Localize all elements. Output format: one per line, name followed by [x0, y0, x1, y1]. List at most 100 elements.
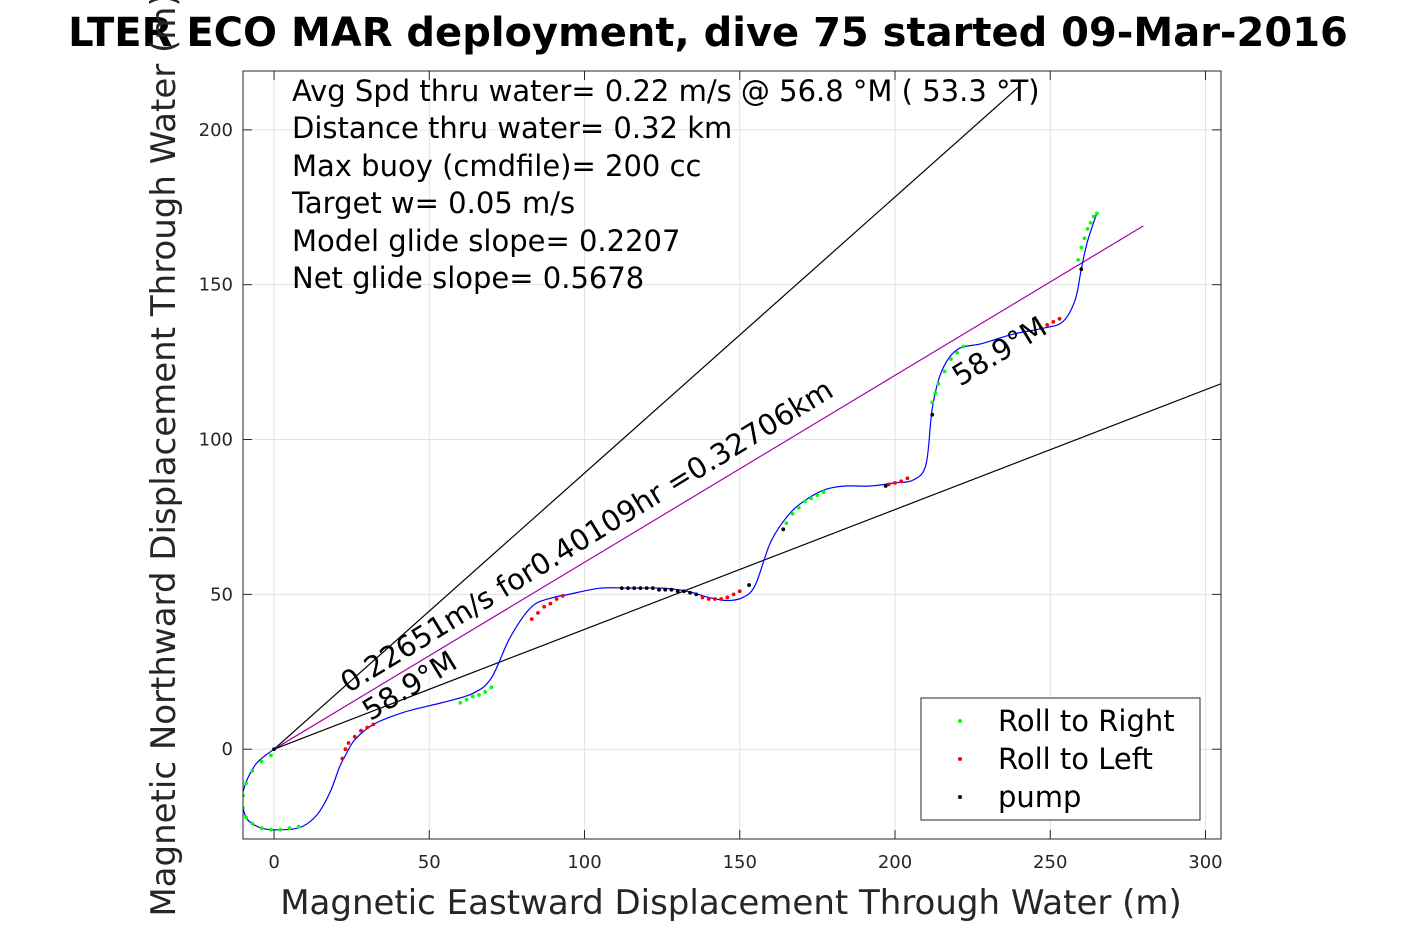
point-roll-to-left: [343, 747, 348, 752]
point-pump: [657, 587, 661, 592]
point-roll-to-right: [1079, 245, 1084, 250]
point-roll-to-right: [948, 357, 953, 361]
dive-summary-text: Avg Spd thru water= 0.22 m/s @ 56.8 °M (…: [291, 74, 1040, 295]
axis-ticks: [243, 71, 1221, 839]
point-roll-to-right: [1085, 227, 1090, 231]
point-pump: [669, 587, 674, 592]
axes-box: [242, 70, 1222, 840]
point-roll-to-right: [483, 690, 488, 694]
y-tick-label: 50: [210, 584, 233, 605]
point-roll-to-right: [1088, 220, 1093, 225]
point-roll-to-right: [244, 781, 249, 786]
legend-box: [920, 697, 1201, 821]
point-roll-to-right: [250, 821, 255, 826]
reference-line-heading: [273, 225, 1144, 750]
x-tick-label: 200: [878, 852, 912, 873]
info-distance: Distance thru water= 0.32 km: [292, 111, 732, 145]
legend: Roll to Right Roll to Left pump: [920, 697, 1201, 821]
reference-lines: [273, 86, 1221, 750]
point-roll-to-right: [815, 493, 820, 498]
point-roll-to-right: [1076, 258, 1081, 262]
point-roll-to-left: [700, 595, 705, 600]
y-tick-label: 200: [199, 120, 233, 141]
legend-label-roll-left: Roll to Left: [998, 742, 1153, 776]
point-roll-to-left: [737, 589, 742, 594]
info-avg-speed: Avg Spd thru water= 0.22 m/s @ 56.8 °M (…: [292, 74, 1040, 108]
point-roll-to-right: [1082, 236, 1087, 241]
info-max-buoy: Max buoy (cmdfile)= 200 cc: [292, 149, 701, 183]
point-roll-to-left: [713, 597, 717, 601]
point-roll-to-right: [250, 768, 255, 773]
point-roll-to-left: [719, 597, 724, 601]
point-roll-to-left: [731, 592, 736, 597]
point-pump: [688, 590, 692, 595]
reference-line-bound-lower: [273, 383, 1221, 750]
point-roll-to-left: [1039, 326, 1043, 330]
point-roll-to-left: [536, 611, 540, 615]
chart-title: LTER ECO MAR deployment, dive 75 started…: [68, 10, 1348, 56]
y-axis-label: Magnetic Northward Displacement Through …: [144, 0, 184, 917]
point-roll-to-right: [477, 693, 481, 697]
legend-marker-pump: [958, 795, 962, 799]
point-roll-to-right: [296, 824, 301, 829]
x-tick-label: 100: [567, 852, 601, 873]
point-pump: [644, 586, 649, 591]
point-roll-to-left: [529, 617, 534, 622]
y-tick-labels: 0 50 100 150 200: [199, 120, 233, 760]
point-roll-to-left: [1057, 316, 1062, 321]
point-pump: [1079, 267, 1084, 272]
point-roll-to-right: [942, 369, 947, 374]
x-tick-label: 50: [418, 852, 441, 873]
point-pump: [638, 586, 643, 591]
point-pump: [930, 412, 935, 417]
x-tick-labels: 0 50 100 150 200 250 300: [268, 852, 1222, 873]
point-pump: [663, 587, 668, 592]
point-pump: [619, 586, 624, 591]
legend-label-roll-right: Roll to Right: [998, 704, 1175, 738]
point-roll-to-right: [809, 496, 814, 501]
point-roll-to-right: [955, 350, 959, 355]
point-pump: [626, 586, 630, 591]
reference-line-bound-upper: [273, 86, 1020, 750]
point-roll-to-right: [1094, 211, 1099, 216]
point-roll-to-left: [886, 482, 891, 487]
point-roll-to-left: [893, 480, 897, 485]
point-roll-to-left: [542, 604, 547, 609]
point-roll-to-right: [936, 381, 941, 386]
point-roll-to-left: [346, 741, 351, 745]
point-pump: [650, 586, 655, 591]
point-roll-to-right: [803, 499, 807, 504]
point-roll-to-left: [1045, 323, 1050, 327]
point-roll-to-right: [458, 700, 463, 705]
point-pump: [883, 484, 888, 488]
point-roll-to-left: [352, 734, 357, 739]
legend-marker-roll-left: [958, 757, 962, 761]
point-roll-to-right: [278, 827, 283, 832]
y-tick-label: 150: [199, 275, 233, 296]
point-roll-to-right: [961, 344, 966, 349]
point-roll-to-right: [269, 827, 273, 832]
legend-marker-roll-right: [958, 719, 962, 723]
point-roll-to-left: [1051, 319, 1056, 324]
y-tick-label: 0: [222, 739, 233, 760]
info-target-w: Target w= 0.05 m/s: [291, 186, 575, 220]
point-roll-to-right: [269, 753, 273, 758]
point-roll-to-right: [796, 505, 801, 510]
point-roll-to-left: [905, 476, 910, 481]
point-pump: [675, 589, 680, 594]
info-model-glide-slope: Model glide slope= 0.2207: [292, 224, 680, 258]
point-roll-to-right: [821, 490, 826, 495]
legend-label-pump: pump: [998, 780, 1081, 814]
point-roll-to-left: [359, 728, 363, 733]
x-tick-label: 0: [268, 852, 279, 873]
point-pump: [272, 747, 276, 752]
point-roll-to-left: [706, 597, 711, 601]
data-points: [243, 211, 1099, 832]
point-roll-to-left: [365, 725, 370, 730]
point-pump: [694, 592, 699, 597]
info-net-glide-slope: Net glide slope= 0.5678: [292, 261, 644, 295]
point-pump: [632, 586, 637, 591]
x-tick-label: 250: [1033, 852, 1067, 873]
point-roll-to-right: [259, 826, 264, 831]
